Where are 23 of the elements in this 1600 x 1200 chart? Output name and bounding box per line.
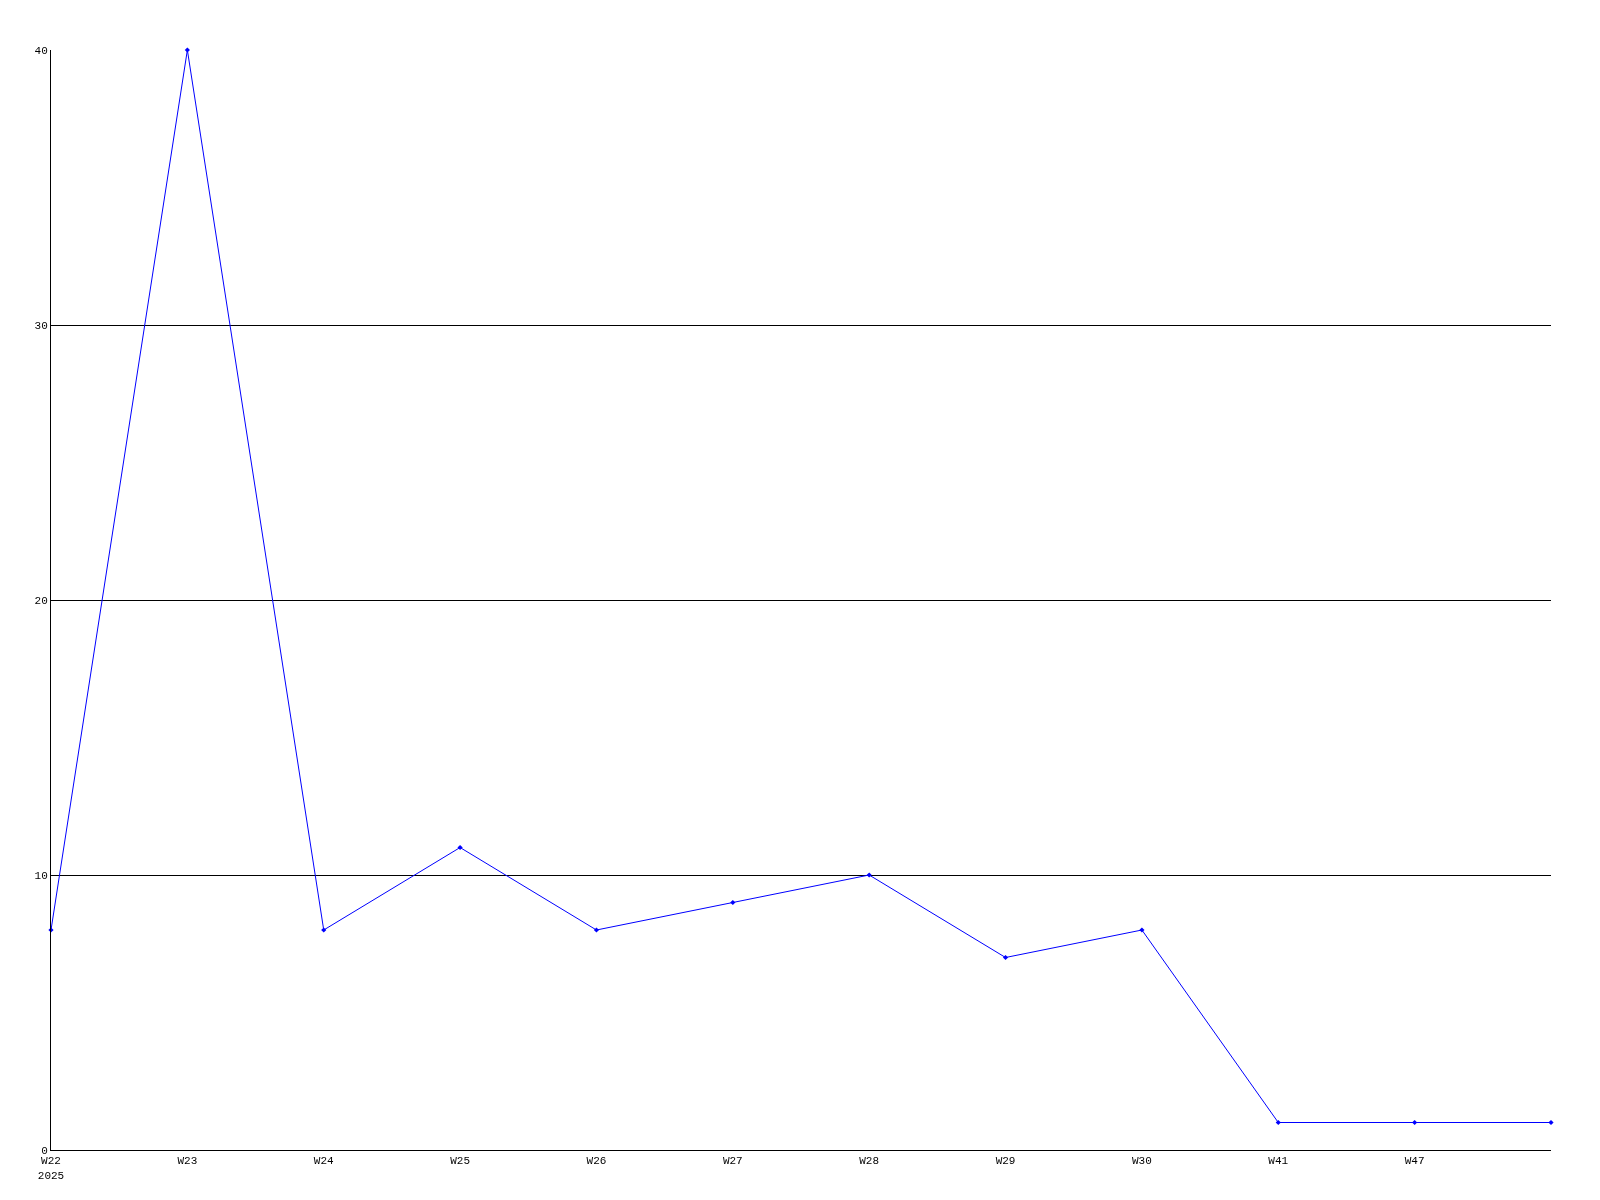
x-tick-label: W25 bbox=[450, 1155, 470, 1168]
point bbox=[1002, 954, 1009, 961]
x-tick-label: W23 bbox=[177, 1155, 198, 1168]
x-tick-label: W26 bbox=[586, 1155, 607, 1168]
point bbox=[593, 927, 600, 933]
x-tick-label: W47 bbox=[1404, 1155, 1425, 1168]
x-tick-label: W24 bbox=[313, 1155, 335, 1168]
y-tick-label: 10 bbox=[34, 869, 48, 882]
point bbox=[1412, 1119, 1418, 1126]
point bbox=[1548, 1119, 1554, 1126]
x-tick-label: W22 2025 bbox=[37, 1155, 65, 1182]
x-tick-label: W27 bbox=[722, 1155, 743, 1168]
x-tick-label: W29 bbox=[995, 1155, 1016, 1168]
y-tick-label: 0 bbox=[41, 1144, 48, 1157]
y-tick-label: 40 bbox=[34, 44, 48, 57]
x-tick-label: W30 bbox=[1132, 1155, 1152, 1168]
x-tick-label: W41 bbox=[1268, 1155, 1289, 1168]
y-tick-label: 20 bbox=[34, 594, 48, 607]
x-tick-label: W28 bbox=[859, 1155, 880, 1168]
point bbox=[457, 844, 463, 851]
y-tick-label: 30 bbox=[34, 319, 48, 332]
point bbox=[1275, 1119, 1281, 1126]
point bbox=[730, 899, 736, 906]
